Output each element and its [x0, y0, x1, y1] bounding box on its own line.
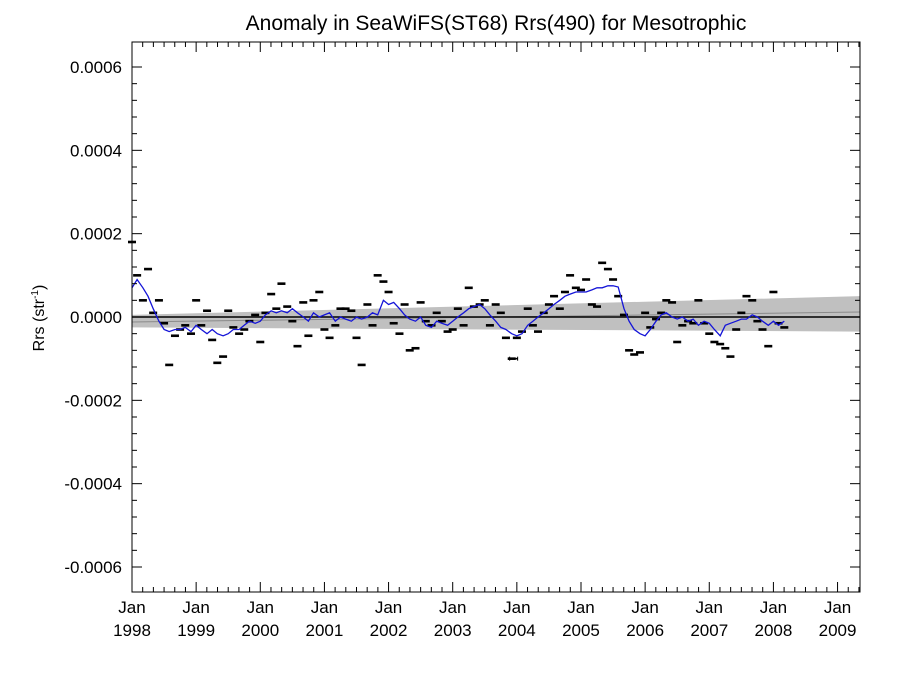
x-tick-month-label: Jan: [439, 598, 466, 617]
y-axis-label: Rrs (str-1): [30, 285, 48, 352]
x-tick-year-label: 2006: [626, 621, 664, 640]
x-tick-month-label: Jan: [760, 598, 787, 617]
errorbar-marker: [509, 356, 519, 361]
plot-area: 0.0006 0.0004 0.0002 0.0000 -0.0002 -0.0004 -0…: [64, 41, 861, 640]
y-tick-label: 0.0004: [70, 141, 122, 160]
x-tick-year-label: 2007: [690, 621, 728, 640]
y-tick-label: -0.0004: [64, 475, 122, 494]
y-tick-label: -0.0002: [64, 391, 122, 410]
x-tick-month-label: Jan: [567, 598, 594, 617]
x-tick-month-label: Jan: [247, 598, 274, 617]
y-tick-label: 0.0000: [70, 308, 122, 327]
x-tick-year-label: 2000: [241, 621, 279, 640]
x-tick-year-label: 2008: [754, 621, 792, 640]
x-tick-year-label: 2002: [370, 621, 408, 640]
chart-title: Anomaly in SeaWiFS(ST68) Rrs(490) for Me…: [246, 12, 747, 35]
y-tick-label: 0.0002: [70, 225, 122, 244]
x-tick-year-label: 2004: [498, 621, 536, 640]
x-tick-month-label: Jan: [503, 598, 530, 617]
x-tick-year-label: 2001: [306, 621, 344, 640]
x-tick-month-label: Jan: [824, 598, 851, 617]
x-tick-year-label: 2005: [562, 621, 600, 640]
x-tick-month-label: Jan: [311, 598, 338, 617]
smoothed-series-line: [131, 278, 785, 337]
y-tick-label: 0.0006: [70, 58, 122, 77]
smoothed-series-layer: [131, 278, 785, 337]
x-tick-month-label: Jan: [182, 598, 209, 617]
x-tick-month-label: Jan: [696, 598, 723, 617]
x-tick-year-label: 2003: [434, 621, 472, 640]
x-tick-month-label: Jan: [118, 598, 145, 617]
y-tick-label: -0.0006: [64, 558, 122, 577]
trend-confidence-band: [132, 296, 860, 332]
x-tick-year-label: 1998: [113, 621, 151, 640]
x-tick-year-label: 2009: [819, 621, 857, 640]
x-tick-year-label: 1999: [177, 621, 215, 640]
x-axis-ticks: Jan 1998 Jan 1999 Jan 2000 Jan 2001 Jan 2002 Jan 20…: [113, 42, 860, 640]
y-axis-ticks: 0.0006 0.0004 0.0002 0.0000 -0.0002 -0.0004 -0…: [64, 58, 860, 577]
x-tick-month-label: Jan: [375, 598, 402, 617]
x-tick-month-label: Jan: [631, 598, 658, 617]
